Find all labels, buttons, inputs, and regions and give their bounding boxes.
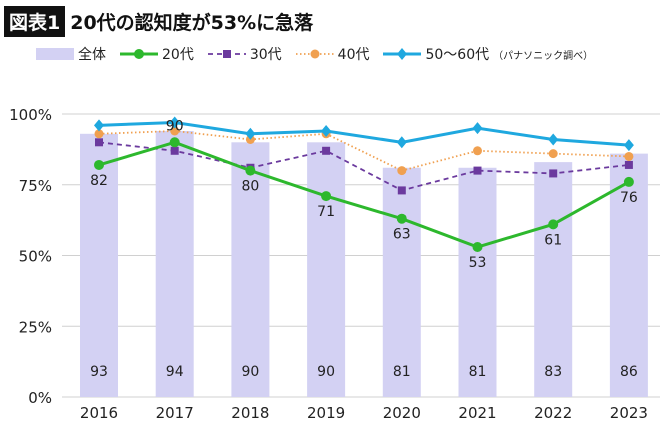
y-tick-label: 50% [19,248,52,266]
bar-2020 [382,167,421,397]
legend-label: 30代 [249,47,282,63]
bar-data-label: 81 [393,364,411,380]
line-30代 [98,141,630,192]
point-20代-2020 [396,213,407,224]
legend-marker [310,49,320,59]
line-data-label: 61 [544,232,562,248]
y-tick-label: 100% [9,106,52,124]
point-30代-2023 [624,160,633,169]
point-20代-2022 [548,219,559,230]
legend-label: 20代 [162,47,194,63]
legend-swatch [120,49,158,59]
legend-item: 20代 [120,44,194,64]
point-40代-2021 [473,146,482,156]
point-20代-2019 [321,191,332,202]
figure-badge: 図表1 [4,6,66,37]
x-tick-label: 2017 [156,404,194,422]
line-data-label: 53 [469,255,487,271]
legend-swatch [383,48,422,60]
point-40代-2020 [397,166,407,176]
point-30代-2019 [322,146,331,155]
chart-title: 図表1 20代の認知度が53%に急落 [4,6,313,37]
point-30代-2020 [397,186,406,195]
legend-item: 30代 [207,44,282,64]
bar-data-label: 86 [620,364,638,380]
point-30代-2022 [549,169,558,178]
legend-label: 40代 [337,47,370,63]
line-50〜60代 [98,120,630,147]
point-20代-2016 [94,159,104,170]
point-50〜60代-2022 [548,133,559,146]
bar-2022 [534,162,573,397]
x-tick-label: 2020 [383,404,421,422]
point-50〜60代-2021 [472,122,483,135]
point-30代-2017 [170,146,179,155]
x-tick-label: 2021 [458,404,496,422]
point-50〜60代-2018 [245,127,256,140]
y-tick-label: 25% [19,318,52,336]
bar-2021 [458,167,497,397]
legend-swatch [207,50,246,58]
point-50〜60代-2023 [623,139,634,152]
legend-label: 50〜60代 [425,47,490,63]
x-tick-label: 2016 [80,404,118,422]
line-40代 [98,130,629,172]
line-data-label: 76 [620,190,638,206]
series-50〜60代 [94,116,634,152]
point-20代-2021 [472,242,483,253]
y-tick-label: 75% [19,177,52,195]
legend-swatch [36,48,74,60]
point-20代-2017 [169,137,180,148]
point-50〜60代-2017 [169,116,180,129]
source-note: （パナソニック調べ） [493,50,594,62]
line-data-label: 63 [393,227,411,243]
bar-data-label: 90 [317,364,335,380]
bar-2023 [609,153,648,397]
x-tick-label: 2018 [231,404,269,422]
point-40代-2016 [94,129,104,139]
x-tick-label: 2019 [307,404,345,422]
line-data-label: 82 [90,173,108,189]
point-30代-2021 [473,166,482,175]
bar-2018 [231,142,270,397]
y-tick-label: 0% [28,389,52,407]
legend-bar-swatch [36,48,74,60]
line-20代 [98,140,630,249]
legend-item: 全体 [36,44,106,64]
legend-item: 50〜60代 （パナソニック調べ） [383,44,593,64]
legend-marker [134,49,144,59]
legend-marker [397,48,408,60]
legend-label: 全体 [78,47,106,63]
bar-data-label: 93 [90,364,108,380]
bar-2016 [80,133,118,397]
legend-item: 40代 [295,44,370,64]
bar-2019 [307,142,346,397]
line-data-label: 80 [241,179,259,195]
point-50〜60代-2016 [94,119,104,132]
line-data-label: 90 [166,118,184,134]
x-tick-label: 2023 [610,404,648,422]
bar-2017 [155,130,194,398]
legend-swatch [295,49,334,59]
title-text: 20代の認知度が53%に急落 [70,12,314,34]
series-20代: 82 90 80 71 63 53 61 76 [90,118,638,271]
point-40代-2017 [170,126,180,136]
point-50〜60代-2020 [396,136,407,149]
bar-data-label: 83 [544,364,562,380]
x-tick-label: 2022 [534,404,572,422]
point-40代-2022 [548,149,558,159]
legend: 全体 20代 30代 40代 50〜60代 （パナソニック調べ） [36,44,607,64]
bar-data-label: 90 [241,364,259,380]
legend-marker [222,50,231,58]
point-50〜60代-2019 [321,124,332,137]
line-data-label: 71 [317,204,335,220]
bar-data-label: 94 [166,364,184,380]
point-30代-2016 [95,138,103,147]
point-40代-2023 [624,151,634,161]
bar-data-label: 81 [469,364,487,380]
point-20代-2023 [623,176,634,187]
point-20代-2018 [245,165,256,176]
